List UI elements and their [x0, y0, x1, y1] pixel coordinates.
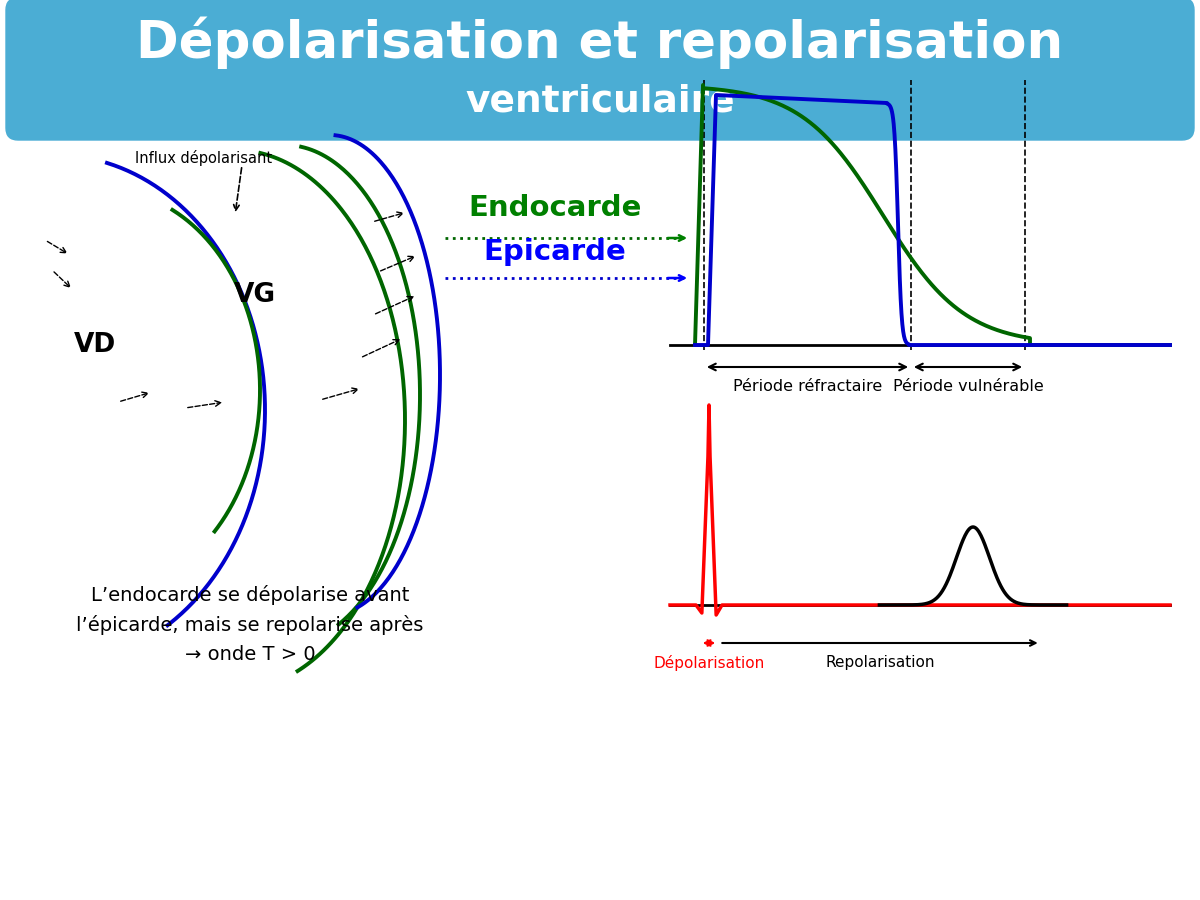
- Text: Dépolarisation et repolarisation: Dépolarisation et repolarisation: [137, 17, 1063, 69]
- Text: Endocarde: Endocarde: [468, 194, 642, 222]
- Text: Période réfractaire: Période réfractaire: [733, 379, 882, 394]
- Text: Repolarisation: Repolarisation: [826, 655, 935, 670]
- Text: Epicarde: Epicarde: [484, 238, 626, 266]
- Text: Influx dépolarisant: Influx dépolarisant: [134, 150, 272, 166]
- Text: VD: VD: [74, 332, 116, 358]
- Text: VG: VG: [234, 282, 276, 308]
- Text: Dépolarisation: Dépolarisation: [653, 655, 764, 671]
- Text: Période vulnérable: Période vulnérable: [893, 379, 1043, 394]
- Text: L’endocarde se dépolarise avant
l’épicarde, mais se repolarise après
→ onde T > : L’endocarde se dépolarise avant l’épicar…: [77, 585, 424, 664]
- FancyBboxPatch shape: [6, 0, 1194, 140]
- Text: ventriculaire: ventriculaire: [466, 84, 734, 120]
